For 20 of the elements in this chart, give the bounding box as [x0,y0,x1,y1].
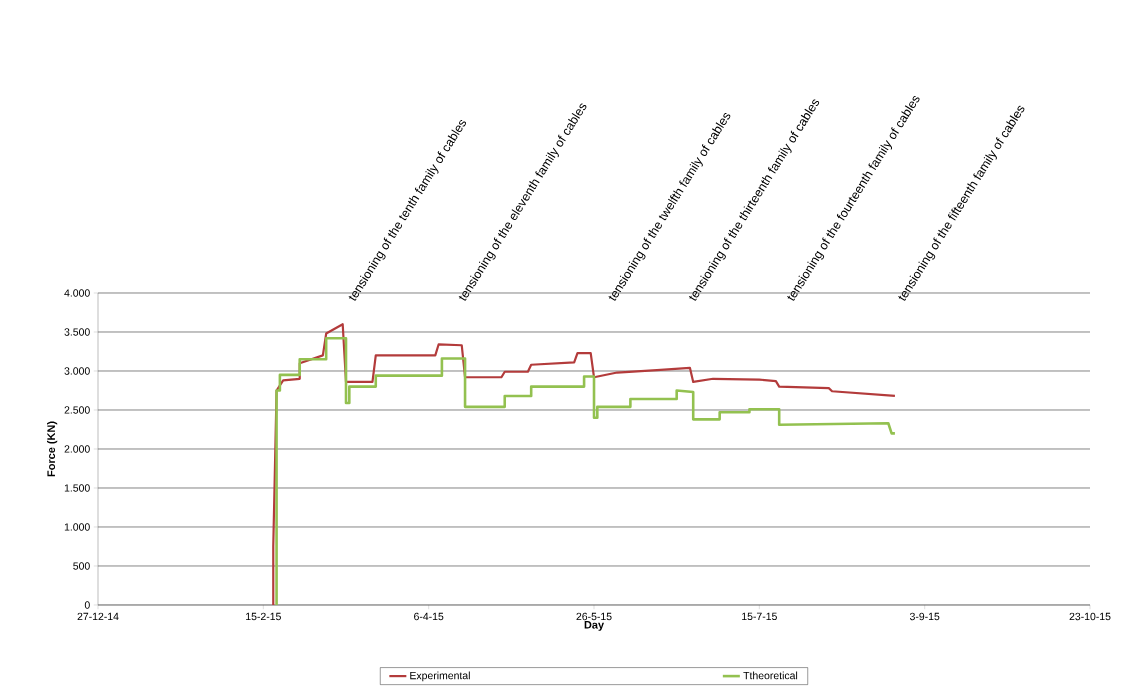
y-tick-label: 1.000 [64,523,90,531]
x-tick-label: 15-7-15 [742,612,777,621]
y-tick-label: 1.500 [64,484,90,492]
y-tick-label: 500 [73,562,90,570]
legend-label: Experimental [410,671,470,682]
y-tick-label: 0 [84,601,90,609]
x-axis-title: Day [584,621,604,631]
x-tick-label: 27-12-14 [77,612,119,621]
legend-label: Ttheoretical [743,671,798,680]
x-tick-label: 6-4-15 [414,612,444,621]
y-tick-label: 2.000 [64,445,90,453]
x-tick-label: 15-2-15 [246,612,281,621]
x-tick-label: 26-5-15 [576,612,612,621]
y-tick-label: 4.000 [64,289,90,297]
y-tick-label: 2.500 [64,406,90,414]
x-tick-label: 3-9-15 [909,612,940,621]
x-tick-label: 23-10-15 [1069,612,1111,621]
y-axis-title: Force (KN) [47,421,58,477]
y-tick-label: 3.500 [64,328,90,336]
y-tick-label: 3.000 [64,367,90,375]
